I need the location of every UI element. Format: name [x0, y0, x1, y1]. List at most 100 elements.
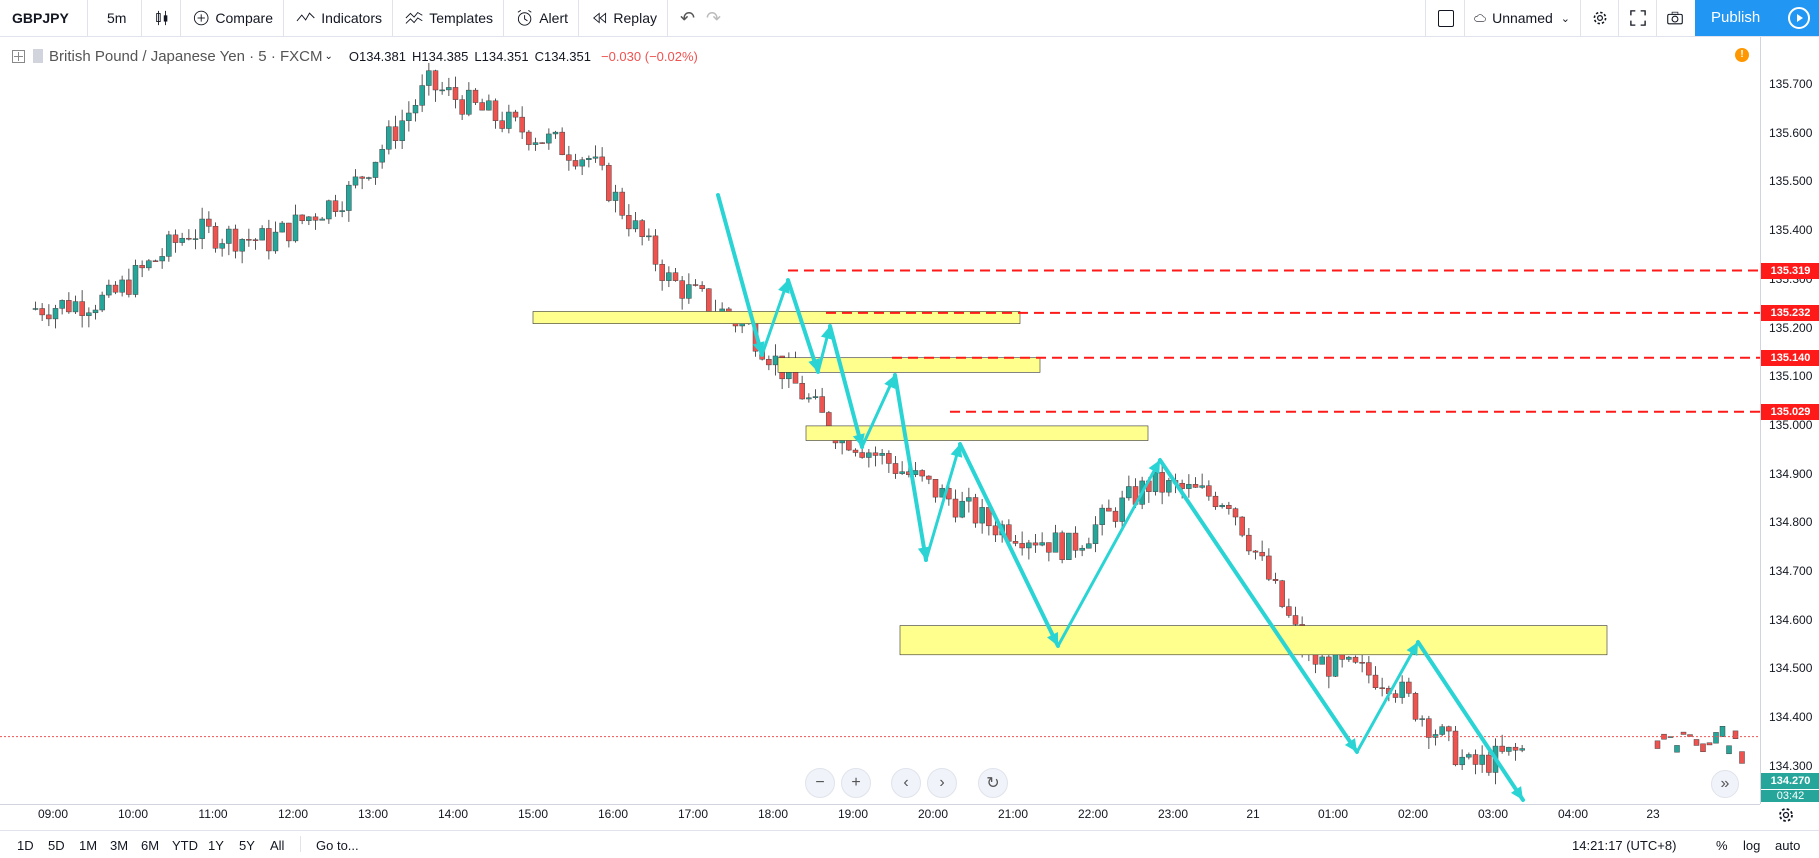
candle-body [272, 231, 279, 252]
scroll-left-button[interactable]: ‹ [891, 768, 921, 798]
level-price-badge: 135.232 [1761, 304, 1819, 321]
legend-high: H134.385 [411, 48, 469, 64]
time-axis[interactable]: 09:00 10:00 11:00 12:00 13:00 14:00 15:00 16:00… [0, 804, 1760, 821]
clock-label[interactable]: 14:21:17 (UTC+8) [1572, 838, 1677, 853]
gear-icon [1593, 11, 1607, 25]
bottom-toolbar: 1D 5D 1M 3M 6M YTD 1Y 5Y All Go to... 14:21:17 (… [0, 830, 1819, 858]
time-tick: 19:00 [837, 807, 869, 821]
scroll-right-button[interactable]: › [927, 768, 957, 798]
candle-body [852, 449, 859, 453]
candle-body [1032, 542, 1039, 546]
chart-style-button[interactable] [144, 0, 180, 36]
candle-body [1432, 734, 1439, 738]
candle-body [1446, 726, 1452, 732]
price-tick: 134.600 [1769, 612, 1813, 627]
arrow-head [808, 358, 820, 372]
time-tick: 21:00 [997, 807, 1029, 821]
zoom-in-button[interactable]: + [841, 768, 871, 798]
publish-button[interactable]: Publish [1695, 0, 1819, 36]
candle-body [46, 314, 52, 320]
price-axis[interactable]: 135.700 135.600 135.500 135.400 135.300 135.2… [1760, 37, 1819, 804]
price-chart[interactable] [0, 37, 1760, 804]
candle-body [966, 497, 972, 502]
candle-body [1252, 550, 1259, 553]
undo-icon: ↶ [680, 7, 696, 28]
candle-body [579, 159, 585, 167]
candle-body [1499, 745, 1505, 752]
layout-menu-button[interactable]: Unnamed ⌄ [1464, 0, 1580, 36]
candle-body [1512, 746, 1519, 751]
candle-body [332, 200, 339, 212]
candle-body [1319, 656, 1325, 665]
interval-button[interactable]: 5m [97, 0, 141, 36]
goto-button[interactable]: Go to... [316, 838, 359, 853]
symbol-search[interactable]: GBPJPY [2, 0, 86, 36]
candle-body [372, 161, 379, 178]
candle-body [1399, 681, 1405, 698]
candle-body [59, 300, 65, 309]
undo-button[interactable]: ↶ [670, 0, 696, 36]
time-tick: 03:00 [1477, 807, 1509, 821]
range-button-3m[interactable]: 3M [110, 838, 129, 853]
candle-body [479, 102, 485, 111]
candle-body [859, 452, 865, 458]
compare-button[interactable]: Compare [183, 0, 283, 36]
fullscreen-button[interactable] [1620, 0, 1656, 36]
price-tick: 135.500 [1769, 174, 1813, 189]
legend-open: O134.381 [348, 48, 406, 64]
range-button-1y[interactable]: 1Y [208, 838, 224, 853]
candle-body [1706, 742, 1713, 746]
candle-body [186, 237, 192, 240]
symbol-label: GBPJPY [12, 10, 69, 26]
interval-label: 5m [107, 10, 127, 26]
candle-body [279, 222, 285, 233]
reset-chart-button[interactable]: ↻ [978, 768, 1008, 798]
warning-icon[interactable]: ! [1735, 48, 1749, 62]
trend-arrow [716, 193, 764, 357]
collapse-legend-icon[interactable] [12, 49, 25, 63]
range-button-all[interactable]: All [270, 838, 285, 853]
candle-body [552, 131, 559, 135]
candle-body [32, 308, 39, 310]
candle-body [106, 284, 112, 296]
trend-arrow [828, 324, 864, 449]
legend-title[interactable]: British Pound / Japanese Yen · 5 · FXCM [49, 47, 323, 65]
candle-body [619, 191, 625, 216]
range-button-1d[interactable]: 1D [17, 838, 34, 853]
snapshot-button[interactable] [1657, 0, 1693, 36]
candle-body [192, 238, 199, 240]
toggle-square-button[interactable] [1428, 0, 1464, 36]
indicators-button[interactable]: Indicators [286, 0, 392, 36]
templates-button[interactable]: Templates [395, 0, 503, 36]
log-toggle[interactable]: log [1743, 838, 1761, 853]
axis-settings-button[interactable] [1777, 806, 1797, 826]
redo-button[interactable]: ↷ [696, 0, 722, 36]
range-button-5y[interactable]: 5Y [239, 838, 255, 853]
replay-button[interactable]: Replay [581, 0, 667, 36]
candle-body [126, 279, 132, 295]
candle-body [326, 200, 332, 220]
alert-button[interactable]: Alert [506, 0, 578, 36]
percent-toggle[interactable]: % [1716, 838, 1728, 853]
candle-body [1700, 743, 1706, 753]
time-tick: 09:00 [37, 807, 69, 821]
zoom-out-button[interactable]: − [805, 768, 835, 798]
settings-button[interactable] [1582, 0, 1618, 36]
time-tick: 13:00 [357, 807, 389, 821]
scroll-to-realtime-button[interactable]: » [1711, 770, 1739, 798]
candle-body [972, 497, 979, 524]
candle-body [252, 239, 259, 241]
range-button-ytd[interactable]: YTD [172, 838, 198, 853]
candle-body [146, 260, 152, 269]
auto-toggle[interactable]: auto [1775, 838, 1801, 853]
candle-body [1019, 543, 1025, 549]
candle-body [352, 176, 359, 186]
candle-body [1359, 662, 1365, 664]
chevron-down-icon[interactable]: ⌄ [324, 50, 333, 62]
range-button-1m[interactable]: 1M [79, 838, 98, 853]
range-button-6m[interactable]: 6M [141, 838, 160, 853]
gear-icon [1779, 808, 1793, 822]
candle-body [472, 89, 479, 103]
candle-body [346, 184, 352, 211]
range-button-5d[interactable]: 5D [48, 838, 65, 853]
